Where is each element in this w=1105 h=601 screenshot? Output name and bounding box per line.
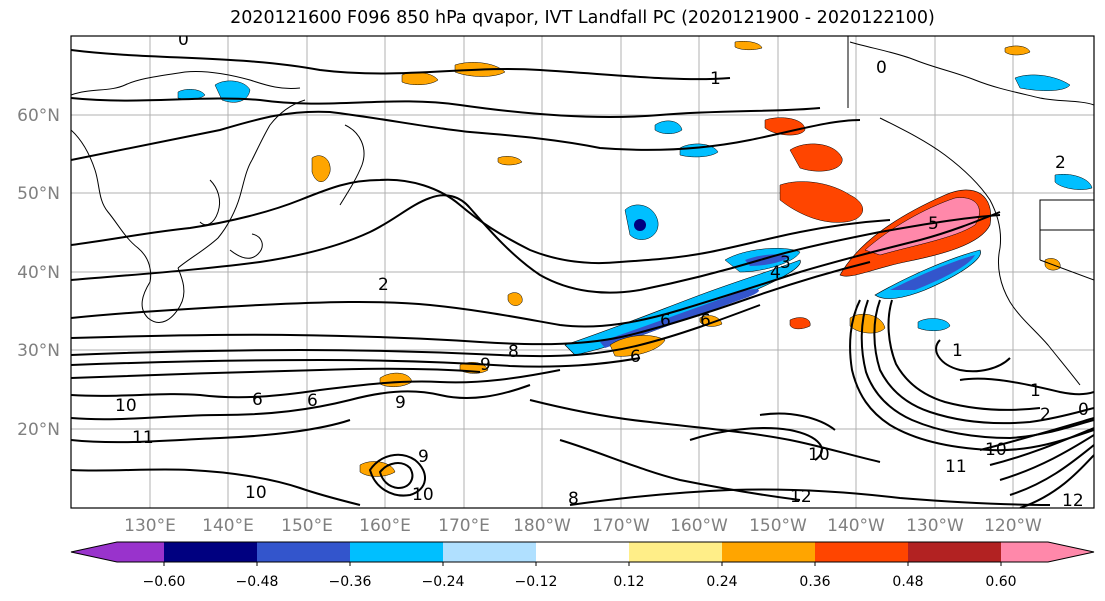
contour-label: 10 xyxy=(808,445,830,465)
colorbar-segment xyxy=(536,542,630,562)
plot-frame xyxy=(70,35,1095,509)
lon-label: 120°W xyxy=(984,516,1042,536)
lon-label: 160°W xyxy=(670,516,728,536)
contour-label: 6 xyxy=(252,390,263,410)
colorbar-tick-label: −0.36 xyxy=(329,574,372,590)
colorbar-segment xyxy=(629,542,723,562)
contour-label: 2 xyxy=(1055,153,1066,173)
contour-label: 10 xyxy=(985,440,1007,460)
negative-anomaly-mid-core xyxy=(745,254,790,266)
contour-label: 8 xyxy=(508,342,519,362)
contour-label: 5 xyxy=(928,214,939,234)
negative-anomaly-east-core xyxy=(890,255,975,290)
colorbar-segment xyxy=(350,542,444,562)
colorbar-tick-label: 0.24 xyxy=(706,574,737,590)
contour-label: 1 xyxy=(1030,381,1041,401)
lon-label: 160°E xyxy=(359,516,411,536)
colorbar-tick-label: 0.36 xyxy=(799,574,830,590)
contour-label: 0 xyxy=(876,58,887,78)
coastlines xyxy=(71,36,1094,386)
contour-label: 9 xyxy=(418,447,429,467)
lon-label: 150°W xyxy=(749,516,807,536)
colorbar-tick-label: 0.48 xyxy=(892,574,923,590)
contour-lines xyxy=(71,49,1094,508)
colorbar-segment xyxy=(257,542,351,562)
lat-label: 20°N xyxy=(17,420,60,440)
contour-label: 12 xyxy=(1062,491,1084,511)
positive-anomaly-alaska xyxy=(789,143,843,172)
contour-label: 12 xyxy=(790,487,812,507)
contour-label: 2 xyxy=(378,275,389,295)
contour-label: 9 xyxy=(480,355,491,375)
contour-label: 10 xyxy=(412,485,434,505)
lon-label: 130°E xyxy=(124,516,176,536)
contour-label: 11 xyxy=(132,428,154,448)
lon-label: 180°W xyxy=(513,516,571,536)
latitude-labels: 60°N 50°N 40°N 30°N 20°N xyxy=(17,106,60,440)
positive-anomaly-gulf xyxy=(779,181,863,223)
contour-label: 2 xyxy=(1040,405,1051,425)
contour-label-group: 0 0 1 2 2 5 3 4 6 6 8 9 6 1 1 2 10 11 6 … xyxy=(115,30,1089,511)
colorbar-tick-label: −0.48 xyxy=(236,574,279,590)
contour-label: 3 xyxy=(780,253,791,273)
contour-label: 9 xyxy=(395,393,406,413)
colorbar-tick-label: −0.60 xyxy=(143,574,186,590)
colorbar-tick-label: −0.12 xyxy=(515,574,558,590)
colorbar-tick-label: 0.60 xyxy=(985,574,1016,590)
lat-label: 50°N xyxy=(17,184,60,204)
colorbar-segment xyxy=(443,542,537,562)
colorbar: −0.60 −0.48 −0.36 −0.24 −0.12 0.12 0.24 0.36 0.4… xyxy=(70,541,1095,590)
contour-label: 4 xyxy=(770,263,781,283)
map-title: 2020121600 F096 850 hPa qvapor, IVT Land… xyxy=(230,8,935,28)
colorbar-segments xyxy=(71,542,1094,562)
contour-label: 6 xyxy=(660,311,671,331)
contour-label: 0 xyxy=(1078,400,1089,420)
colorbar-segment xyxy=(1001,542,1094,562)
contour-label: 10 xyxy=(245,483,267,503)
colorbar-segment xyxy=(71,542,164,562)
lat-label: 30°N xyxy=(17,341,60,361)
lon-label: 130°W xyxy=(906,516,964,536)
contour-label: 6 xyxy=(307,391,318,411)
longitude-labels: 130°E 140°E 150°E 160°E 170°E 180°W 170°… xyxy=(124,516,1042,536)
colorbar-tick-label: 0.12 xyxy=(613,574,644,590)
lon-label: 140°W xyxy=(827,516,885,536)
colorbar-outline xyxy=(70,541,1095,563)
contour-label: 6 xyxy=(700,311,711,331)
colorbar-segment xyxy=(722,542,816,562)
contour-label: 0 xyxy=(178,30,189,50)
colorbar-ticks: −0.60 −0.48 −0.36 −0.24 −0.12 0.12 0.24 0.36 0.4… xyxy=(143,562,1017,590)
positive-anomaly-plume-core xyxy=(864,197,980,256)
lon-label: 170°W xyxy=(592,516,650,536)
lon-label: 170°E xyxy=(438,516,490,536)
contour-label: 11 xyxy=(945,457,967,477)
lat-label: 60°N xyxy=(17,106,60,126)
colorbar-segment xyxy=(164,542,258,562)
contour-label: 10 xyxy=(115,396,137,416)
lon-label: 140°E xyxy=(202,516,254,536)
colorbar-segment xyxy=(815,542,909,562)
colorbar-segment xyxy=(908,542,1002,562)
lon-label: 150°E xyxy=(281,516,333,536)
lat-label: 40°N xyxy=(17,263,60,283)
colorbar-tick-label: −0.24 xyxy=(422,574,465,590)
contour-label: 8 xyxy=(568,489,579,509)
contour-label: 6 xyxy=(630,347,641,367)
contour-label: 1 xyxy=(952,341,963,361)
contour-label: 1 xyxy=(710,69,721,89)
